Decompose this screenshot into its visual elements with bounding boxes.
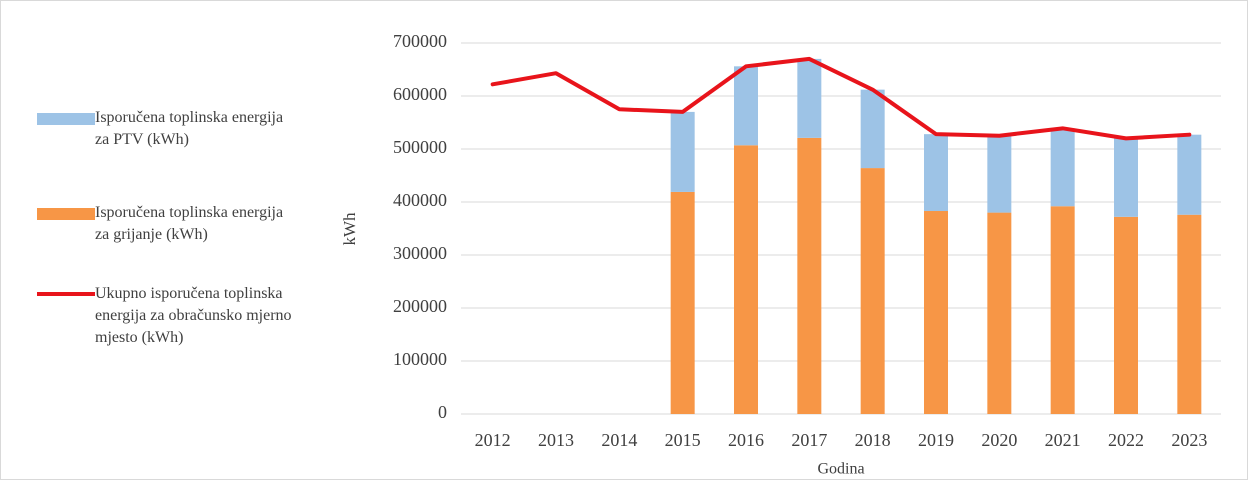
y-tick-label: 600000 bbox=[393, 84, 447, 104]
y-axis-label: kWh bbox=[340, 212, 359, 246]
x-tick-label: 2017 bbox=[791, 430, 827, 450]
legend-label: Ukupno isporučena toplinska energija za … bbox=[95, 285, 292, 346]
bar bbox=[860, 168, 885, 414]
bar bbox=[670, 111, 695, 192]
bar bbox=[797, 58, 822, 138]
x-tick-label: 2018 bbox=[855, 430, 891, 450]
bar bbox=[670, 191, 695, 414]
y-tick-label: 700000 bbox=[393, 31, 447, 51]
x-tick-label: 2021 bbox=[1045, 430, 1081, 450]
legend-swatch bbox=[37, 208, 95, 220]
x-axis-label: Godina bbox=[817, 461, 864, 478]
y-tick-label: 500000 bbox=[393, 137, 447, 157]
bar bbox=[924, 134, 948, 212]
bar bbox=[797, 137, 822, 414]
y-tick-label: 300000 bbox=[393, 243, 447, 263]
bar bbox=[1177, 134, 1202, 215]
x-tick-label: 2014 bbox=[601, 430, 637, 450]
x-tick-label: 2015 bbox=[665, 430, 701, 450]
bar bbox=[987, 212, 1012, 414]
x-tick-label: 2022 bbox=[1108, 430, 1144, 450]
legend-swatch bbox=[37, 292, 95, 296]
bar bbox=[924, 211, 948, 414]
y-tick-label: 400000 bbox=[393, 190, 447, 210]
x-tick-label: 2019 bbox=[918, 430, 954, 450]
x-tick-label: 2020 bbox=[981, 430, 1017, 450]
legend-swatch bbox=[37, 113, 95, 125]
x-tick-label: 2013 bbox=[538, 430, 574, 450]
bar bbox=[860, 89, 885, 169]
x-tick-label: 2023 bbox=[1171, 430, 1207, 450]
x-tick-label: 2016 bbox=[728, 430, 764, 450]
x-tick-label: 2012 bbox=[475, 430, 511, 450]
bar bbox=[987, 135, 1012, 213]
legend-item: Isporučena toplinska energija za PTV (kW… bbox=[37, 107, 317, 151]
bar bbox=[1050, 206, 1075, 414]
bar bbox=[1114, 138, 1138, 217]
bar bbox=[1050, 128, 1075, 207]
bar bbox=[1114, 216, 1138, 414]
line bbox=[490, 56, 1192, 141]
y-tick-label: 0 bbox=[438, 402, 447, 422]
bar bbox=[734, 66, 758, 146]
bar bbox=[1177, 214, 1202, 414]
legend-label: Isporučena toplinska energija za PTV (kW… bbox=[95, 109, 284, 148]
bar bbox=[734, 145, 758, 415]
y-tick-label: 100000 bbox=[393, 349, 447, 369]
legend-item: Isporučena toplinska energija za grijanj… bbox=[37, 202, 317, 246]
legend-label: Isporučena toplinska energija za grijanj… bbox=[95, 204, 284, 243]
legend-item: Ukupno isporučena toplinska energija za … bbox=[37, 283, 317, 349]
y-tick-label: 200000 bbox=[393, 296, 447, 316]
